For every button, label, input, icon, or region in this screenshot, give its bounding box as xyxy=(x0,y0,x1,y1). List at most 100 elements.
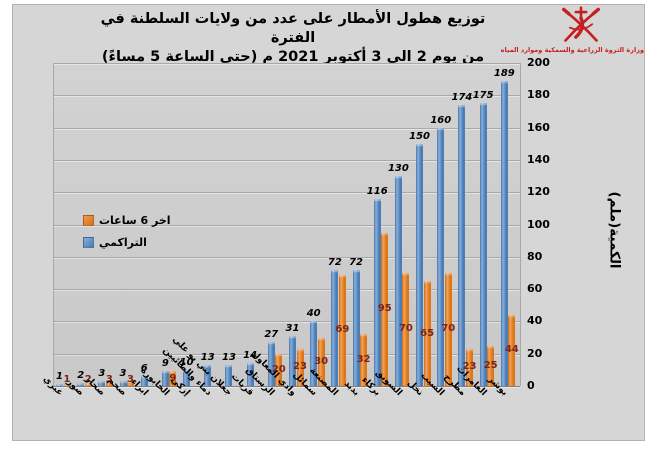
gridline xyxy=(54,289,520,291)
y-tick-label: 60 xyxy=(527,282,543,296)
value-label-cumulative: 175 xyxy=(472,90,494,102)
bar-cumulative xyxy=(479,103,487,386)
legend: اخر 6 ساعات التراكمي xyxy=(83,214,171,258)
bar-cumulative xyxy=(458,104,466,386)
ministry-name: وزارة الثروة الزراعية والسمكية وموارد ال… xyxy=(500,46,644,54)
value-label-cumulative: 31 xyxy=(285,322,300,334)
y-tick-label: 180 xyxy=(527,88,550,102)
y-tick-label: 100 xyxy=(527,217,550,231)
bar-last6h xyxy=(63,384,71,386)
gridline xyxy=(54,95,520,97)
y-tick-label: 0 xyxy=(527,379,535,392)
value-label-cumulative: 72 xyxy=(327,256,342,268)
bar-cumulative xyxy=(98,381,106,386)
bar-cumulative xyxy=(204,365,212,386)
value-label-last6h: 70 xyxy=(441,323,456,335)
value-label-cumulative: 6 xyxy=(140,363,148,375)
bar-cumulative xyxy=(394,176,402,386)
bar-cumulative xyxy=(56,384,63,386)
bar-last6h xyxy=(296,348,304,386)
y-axis-title-text: الكمية(ملم) xyxy=(607,191,623,269)
y-axis-title: الكمية(ملم) xyxy=(603,145,627,315)
value-label-cumulative: 130 xyxy=(387,163,409,175)
bar-cumulative xyxy=(331,269,339,386)
value-label-last6h: 25 xyxy=(483,359,498,371)
legend-marker-last6h-icon xyxy=(83,215,94,226)
y-tick-label: 120 xyxy=(527,185,550,199)
legend-item-last6h: اخر 6 ساعات xyxy=(83,214,171,227)
value-label-last6h: 70 xyxy=(398,323,413,335)
gridline xyxy=(54,159,520,161)
value-label-cumulative: 13 xyxy=(200,352,215,363)
chart-container: توزيع هطول الأمطار على عدد من ولايات الس… xyxy=(12,4,645,441)
gridline xyxy=(54,321,520,323)
bar-last6h xyxy=(465,348,473,386)
gridline xyxy=(54,353,520,355)
bar-cumulative xyxy=(500,80,508,386)
chart-title: توزيع هطول الأمطار على عدد من ولايات الس… xyxy=(83,10,503,67)
bar-last6h xyxy=(105,381,113,386)
value-label-last6h: 2 xyxy=(84,374,92,385)
legend-item-cumulative: التراكمي xyxy=(83,236,171,249)
value-label-cumulative: 13 xyxy=(221,352,236,363)
bar-last6h xyxy=(423,281,431,386)
value-label-cumulative: 14 xyxy=(243,350,258,362)
legend-marker-cumulative-icon xyxy=(83,237,94,248)
bar-cumulative xyxy=(310,321,318,386)
bar-cumulative xyxy=(161,371,169,386)
bar-last6h xyxy=(169,371,177,386)
value-label-cumulative: 3 xyxy=(119,368,127,380)
gridline xyxy=(54,256,520,258)
bar-last6h xyxy=(508,314,516,386)
value-label-last6h: 3 xyxy=(127,374,135,385)
bar-cumulative xyxy=(416,143,424,386)
value-label-last6h: 65 xyxy=(420,327,435,339)
bar-last6h xyxy=(444,272,452,386)
value-label-cumulative: 2 xyxy=(77,369,85,381)
value-label-cumulative: 150 xyxy=(409,130,431,142)
value-label-last6h: 1 xyxy=(63,374,71,385)
y-tick-label: 20 xyxy=(527,346,543,360)
gridline xyxy=(54,127,520,129)
value-label-cumulative: 116 xyxy=(366,185,388,197)
value-label-cumulative: 3 xyxy=(98,368,106,380)
bar-last6h xyxy=(381,232,389,386)
bar-cumulative xyxy=(437,127,445,386)
oman-emblem-icon xyxy=(562,6,600,42)
bar-cumulative xyxy=(289,335,296,386)
y-tick-label: 80 xyxy=(527,249,543,263)
bar-cumulative xyxy=(352,269,360,386)
y-tick-label: 200 xyxy=(527,56,550,69)
value-label-cumulative: 189 xyxy=(493,67,515,79)
legend-label-last6h: اخر 6 ساعات xyxy=(99,214,171,227)
value-label-cumulative: 1 xyxy=(56,371,63,383)
gridline xyxy=(54,224,520,226)
bar-cumulative xyxy=(77,382,85,386)
value-label-last6h: 9 xyxy=(169,372,177,384)
bar-last6h xyxy=(487,345,495,386)
bar-last6h xyxy=(402,272,410,386)
bar-cumulative xyxy=(246,363,254,386)
legend-label-cumulative: التراكمي xyxy=(99,236,147,249)
value-label-last6h: 69 xyxy=(335,324,350,336)
value-label-last6h: 44 xyxy=(504,344,519,356)
bar-last6h xyxy=(84,382,92,386)
value-label-cumulative: 27 xyxy=(264,329,279,341)
value-label-cumulative: 72 xyxy=(349,256,363,268)
bar-last6h xyxy=(317,337,325,386)
gridline xyxy=(54,192,520,194)
x-axis-line xyxy=(54,386,520,387)
chart-title-line2: من يوم 2 الى 3 أكتوبر 2021 م (حتى الساعة… xyxy=(101,49,485,65)
value-label-cumulative: 10 xyxy=(179,356,194,368)
chart-title-line1: توزيع هطول الأمطار على عدد من ولايات الس… xyxy=(100,11,486,46)
bar-last6h xyxy=(360,334,368,386)
bar-cumulative xyxy=(119,381,127,386)
value-label-last6h: 32 xyxy=(356,354,371,366)
ministry-logo: وزارة الثروة الزراعية والسمكية وموارد ال… xyxy=(500,6,644,54)
value-label-last6h: 23 xyxy=(462,361,477,373)
bar-last6h xyxy=(127,381,135,386)
bar-cumulative xyxy=(373,198,381,386)
bar-last6h xyxy=(338,274,346,386)
bar-cumulative xyxy=(140,376,148,386)
bar-cumulative xyxy=(183,369,191,386)
